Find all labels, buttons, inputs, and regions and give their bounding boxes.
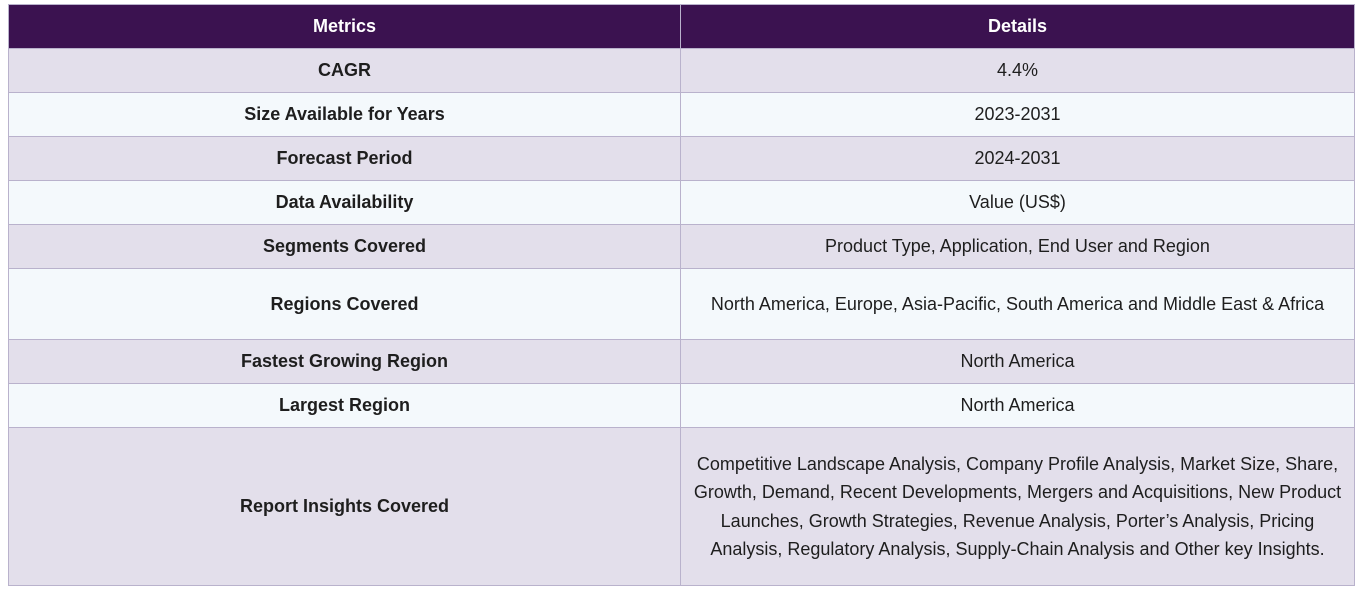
header-metrics: Metrics <box>8 4 681 49</box>
table-header-row: Metrics Details <box>8 4 1355 49</box>
metric-cell: Forecast Period <box>8 136 681 181</box>
details-cell: 2024-2031 <box>680 136 1355 181</box>
metric-cell: Largest Region <box>8 383 681 428</box>
table-row: Data Availability Value (US$) <box>8 180 1355 225</box>
metric-cell: Size Available for Years <box>8 92 681 137</box>
details-cell: North America <box>680 383 1355 428</box>
table-row: Forecast Period 2024-2031 <box>8 136 1355 181</box>
metric-cell: Report Insights Covered <box>8 427 681 586</box>
table-row: CAGR 4.4% <box>8 48 1355 93</box>
header-details: Details <box>680 4 1355 49</box>
details-cell: Product Type, Application, End User and … <box>680 224 1355 269</box>
metric-cell: CAGR <box>8 48 681 93</box>
table-row: Report Insights Covered Competitive Land… <box>8 427 1355 586</box>
details-cell: North America <box>680 339 1355 384</box>
metric-cell: Segments Covered <box>8 224 681 269</box>
details-cell: 2023-2031 <box>680 92 1355 137</box>
details-cell: 4.4% <box>680 48 1355 93</box>
metric-cell: Regions Covered <box>8 268 681 340</box>
details-cell: Competitive Landscape Analysis, Company … <box>680 427 1355 586</box>
report-metrics-table-container: Metrics Details CAGR 4.4% Size Available… <box>8 4 1355 586</box>
details-cell: North America, Europe, Asia-Pacific, Sou… <box>680 268 1355 340</box>
metric-cell: Fastest Growing Region <box>8 339 681 384</box>
table-row: Fastest Growing Region North America <box>8 339 1355 384</box>
report-metrics-table: Metrics Details CAGR 4.4% Size Available… <box>8 4 1355 586</box>
table-row: Size Available for Years 2023-2031 <box>8 92 1355 137</box>
table-row: Largest Region North America <box>8 383 1355 428</box>
table-row: Regions Covered North America, Europe, A… <box>8 268 1355 340</box>
table-row: Segments Covered Product Type, Applicati… <box>8 224 1355 269</box>
details-cell: Value (US$) <box>680 180 1355 225</box>
metric-cell: Data Availability <box>8 180 681 225</box>
